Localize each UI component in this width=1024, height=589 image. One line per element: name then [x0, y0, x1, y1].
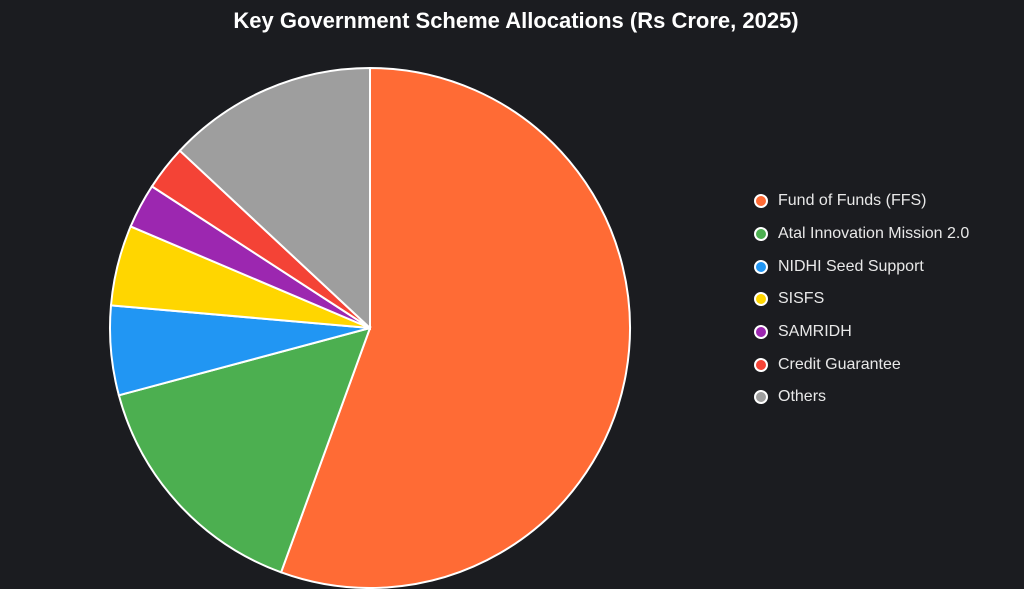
legend-item[interactable]: Credit Guarantee	[754, 348, 969, 381]
legend-item[interactable]: SAMRIDH	[754, 316, 969, 349]
legend-swatch	[754, 292, 768, 307]
legend-label: Atal Innovation Mission 2.0	[778, 225, 970, 243]
legend-label: NIDHI Seed Support	[778, 257, 924, 275]
legend-label: Others	[778, 388, 827, 406]
legend-item[interactable]: Others	[754, 381, 969, 414]
legend-label: Credit Guarantee	[778, 355, 901, 373]
pie-slice-6[interactable]	[178, 66, 371, 331]
legend: Fund of Funds (FFS) Atal Innovation Missi…	[754, 185, 969, 414]
legend-swatch	[754, 259, 768, 274]
legend-swatch	[754, 357, 768, 372]
legend-item[interactable]: Atal Innovation Mission 2.0	[754, 218, 969, 251]
legend-item[interactable]: NIDHI Seed Support	[754, 250, 969, 283]
pie-slice-1[interactable]	[117, 326, 372, 574]
legend-swatch	[754, 227, 768, 242]
legend-label: Fund of Funds (FFS)	[778, 192, 927, 210]
pie-slice-0[interactable]	[279, 66, 631, 589]
legend-swatch	[754, 390, 768, 405]
legend-swatch	[754, 325, 768, 340]
legend-label: SAMRIDH	[778, 323, 852, 341]
chart-title: Key Government Scheme Allocations (Rs Cr…	[233, 8, 799, 33]
legend-label: SISFS	[778, 290, 825, 308]
legend-item[interactable]: Fund of Funds (FFS)	[754, 185, 969, 218]
legend-item[interactable]: SISFS	[754, 283, 969, 316]
legend-swatch	[754, 194, 768, 209]
